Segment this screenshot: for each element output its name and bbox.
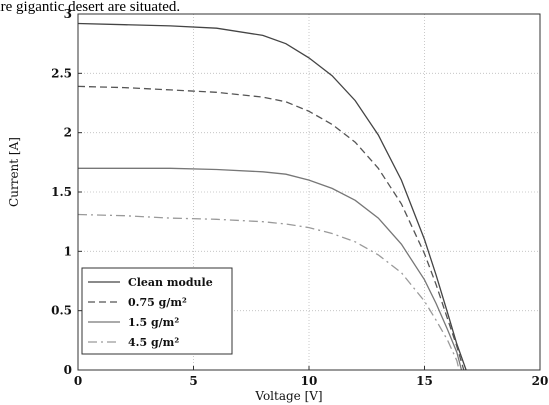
- y-tick-label: 1: [64, 244, 72, 258]
- x-tick-label: 20: [532, 374, 549, 388]
- y-tick-label: 3: [64, 7, 72, 21]
- y-tick-label: 0.5: [51, 304, 72, 318]
- series-line-0: [77, 22, 467, 371]
- y-tick-label: 2.5: [51, 66, 72, 80]
- y-tick-label: 2: [64, 126, 72, 140]
- legend-label: 0.75 g/m²: [128, 296, 187, 309]
- top-caption-text: are gigantic desert are situated.: [0, 0, 180, 15]
- series-line-2: [78, 167, 463, 371]
- legend-label: 4.5 g/m²: [128, 336, 179, 349]
- y-axis-label: Current [A]: [7, 137, 21, 207]
- series-line-1: [77, 85, 465, 371]
- y-tick-label: 1.5: [51, 185, 72, 199]
- x-tick-label: 15: [416, 374, 433, 388]
- series-layer: [77, 22, 467, 371]
- x-axis-label: Voltage [V]: [254, 389, 322, 403]
- x-tick-label: 0: [74, 374, 82, 388]
- y-tick-label: 0: [64, 363, 72, 377]
- legend-label: Clean module: [128, 276, 213, 289]
- legend-label: 1.5 g/m²: [128, 316, 179, 329]
- legend: Clean module 0.75 g/m² 1.5 g/m² 4.5 g/m²: [81, 267, 233, 355]
- tick-layer: 0 5 10 15 20 0 0.5 1 1.5 2 2.5 3: [51, 7, 548, 388]
- x-tick-label: 5: [189, 374, 197, 388]
- x-tick-label: 10: [301, 374, 318, 388]
- series-line-3: [77, 213, 460, 371]
